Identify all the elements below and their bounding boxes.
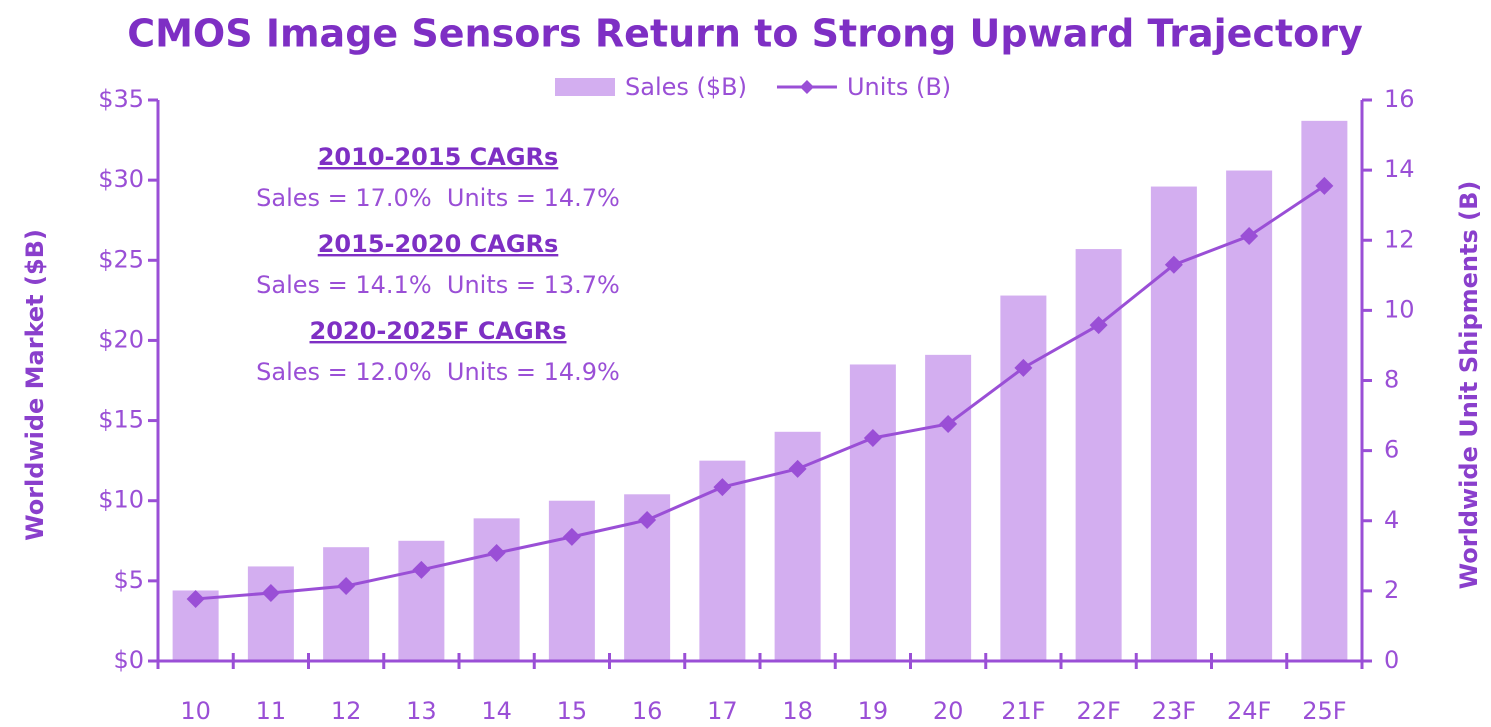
- x-tick-label: 23F: [1152, 697, 1196, 725]
- bar: [398, 540, 445, 661]
- y2-tick-label: 14: [1384, 155, 1415, 183]
- y-tick-label: $5: [113, 566, 144, 594]
- line: [195, 184, 1326, 601]
- x-tick-label: 17: [707, 697, 738, 725]
- marker: [1315, 176, 1334, 195]
- marker: [261, 583, 280, 602]
- bar: [1000, 295, 1047, 661]
- annotation-text: Sales = 14.1% Units = 13.7%: [256, 271, 620, 299]
- marker: [939, 414, 958, 433]
- y-tick-label: $35: [98, 85, 144, 113]
- chart-title: CMOS Image Sensors Return to Strong Upwa…: [127, 12, 1363, 56]
- x-tick-label: 10: [180, 697, 211, 725]
- marker: [1164, 255, 1183, 274]
- marker: [638, 511, 657, 530]
- x-tick-label: 24F: [1227, 697, 1271, 725]
- x-tick-label: 21F: [1001, 697, 1045, 725]
- y2-tick-label: 4: [1384, 506, 1399, 534]
- x-tick-label: 14: [481, 697, 512, 725]
- y-tick-label: $10: [98, 486, 144, 514]
- annotation-heading: 2020-2025F CAGRs: [310, 317, 567, 345]
- y-tick-label: $30: [98, 165, 144, 193]
- y2-tick-label: 16: [1384, 85, 1415, 113]
- annotation-text: Sales = 17.0% Units = 14.7%: [256, 184, 620, 212]
- y2-tick-label: 6: [1384, 436, 1399, 464]
- y-axis-label: Worldwide Market ($B): [21, 229, 49, 541]
- bar: [548, 500, 595, 661]
- legend-label: Sales ($B): [625, 73, 747, 101]
- legend-swatch: [799, 80, 814, 94]
- marker: [337, 576, 356, 595]
- legend-label: Units (B): [847, 73, 951, 101]
- y-tick-label: $15: [98, 406, 144, 434]
- x-tick-label: 22F: [1076, 697, 1120, 725]
- legend-swatch: [555, 78, 615, 96]
- y2-tick-label: 0: [1384, 646, 1399, 674]
- marker: [412, 560, 431, 579]
- annotation-heading: 2015-2020 CAGRs: [318, 230, 559, 258]
- bar: [849, 364, 896, 661]
- y-tick-label: $0: [113, 646, 144, 674]
- marker: [788, 459, 807, 478]
- bar: [1226, 170, 1273, 662]
- y2-tick-label: 8: [1384, 366, 1399, 394]
- marker: [186, 589, 205, 608]
- x-tick-label: 16: [632, 697, 663, 725]
- x-tick-label: 25F: [1302, 697, 1346, 725]
- x-tick-label: 11: [256, 697, 287, 725]
- annotation-heading: 2010-2015 CAGRs: [318, 143, 559, 171]
- x-tick-label: 12: [331, 697, 362, 725]
- marker: [1089, 316, 1108, 335]
- x-tick-label: 18: [782, 697, 813, 725]
- marker: [487, 544, 506, 563]
- bar: [473, 518, 520, 661]
- y2-tick-label: 12: [1384, 225, 1415, 253]
- y-tick-label: $20: [98, 325, 144, 353]
- marker: [1240, 227, 1259, 246]
- x-tick-label: 15: [557, 697, 588, 725]
- bar: [247, 566, 294, 661]
- x-tick-label: 13: [406, 697, 437, 725]
- marker: [863, 429, 882, 448]
- bar: [925, 354, 972, 661]
- x-tick-label: 19: [858, 697, 889, 725]
- y2-axis-label: Worldwide Unit Shipments (B): [1455, 181, 1483, 590]
- y-tick-label: $25: [98, 245, 144, 273]
- y2-tick-label: 10: [1384, 295, 1415, 323]
- bar: [323, 547, 370, 661]
- bar: [1301, 120, 1348, 661]
- marker: [1014, 358, 1033, 377]
- marker: [713, 478, 732, 497]
- x-tick-label: 20: [933, 697, 964, 725]
- annotation-text: Sales = 12.0% Units = 14.9%: [256, 358, 620, 386]
- y2-tick-label: 2: [1384, 576, 1399, 604]
- marker: [562, 527, 581, 546]
